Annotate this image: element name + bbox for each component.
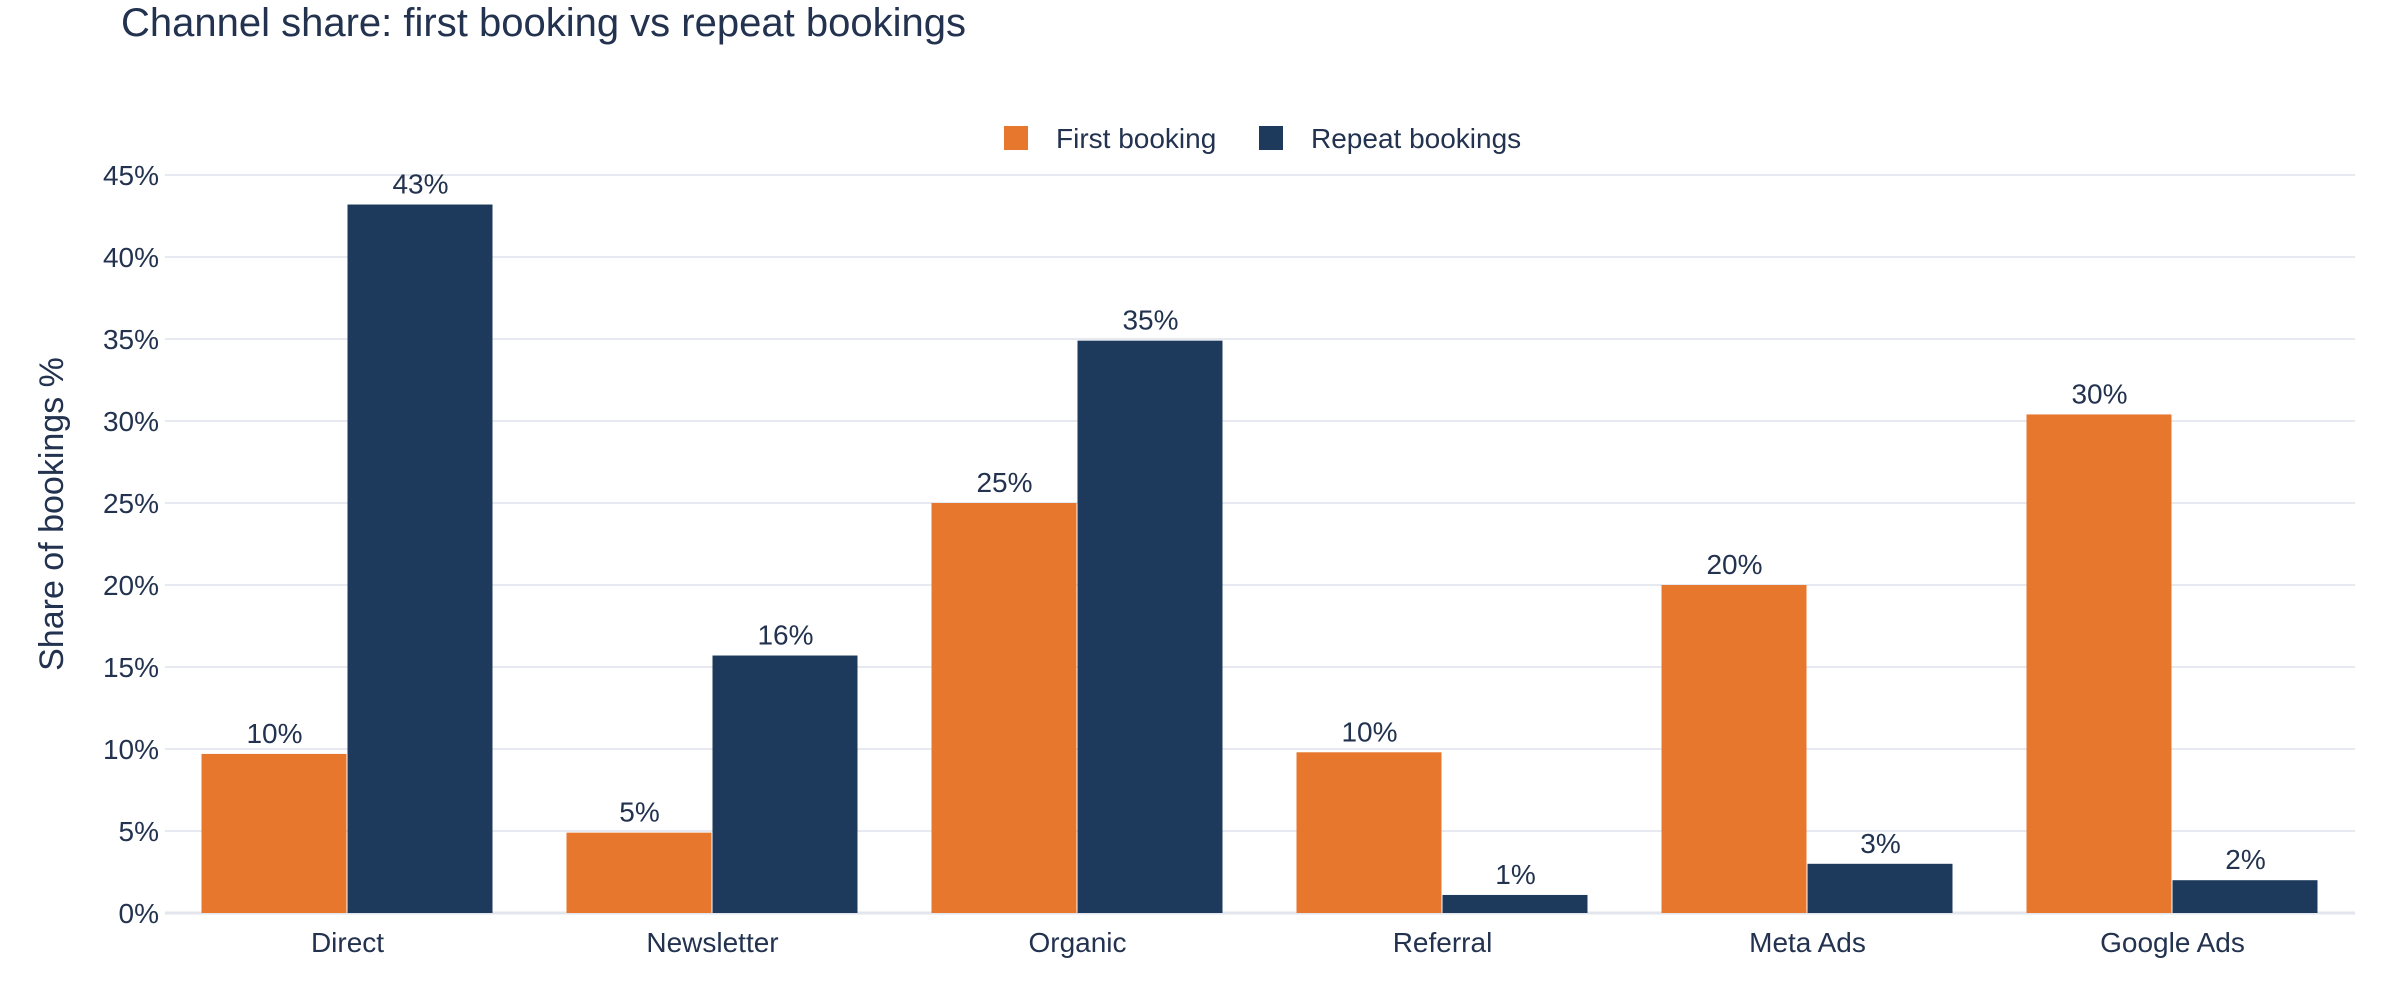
legend: First booking Repeat bookings: [1004, 123, 1521, 154]
data-labels: 10% 43% 5% 16% 25% 35% 10% 1% 20% 3% 30% 2%: [246, 169, 2265, 890]
y-tick-label: 40%: [103, 242, 159, 273]
data-label: 35%: [1122, 305, 1178, 336]
bar-meta-ads-first-booking: [1661, 585, 1807, 913]
bar-newsletter-repeat-bookings: [712, 655, 858, 913]
legend-label: First booking: [1056, 123, 1216, 154]
legend-label: Repeat bookings: [1311, 123, 1521, 154]
bars: [201, 204, 2318, 913]
x-tick-label: Referral: [1393, 927, 1493, 958]
y-tick-label: 20%: [103, 570, 159, 601]
bar-google-ads-first-booking: [2026, 414, 2172, 913]
bar-organic-first-booking: [931, 503, 1077, 913]
bar-direct-first-booking: [201, 753, 347, 913]
y-tick-label: 30%: [103, 406, 159, 437]
data-label: 43%: [392, 169, 448, 200]
y-axis-ticks: 0% 5% 10% 15% 20% 25% 30% 35% 40% 45%: [103, 160, 159, 929]
y-tick-label: 45%: [103, 160, 159, 191]
chart-title: Channel share: first booking vs repeat b…: [121, 1, 966, 45]
legend-item-first-booking[interactable]: First booking: [1004, 123, 1216, 154]
y-tick-label: 5%: [119, 816, 159, 847]
bar-referral-first-booking: [1296, 752, 1442, 913]
legend-swatch: [1004, 126, 1028, 150]
bar-referral-repeat-bookings: [1442, 894, 1588, 913]
data-label: 25%: [976, 467, 1032, 498]
data-label: 30%: [2071, 378, 2127, 409]
y-tick-label: 0%: [119, 898, 159, 929]
x-tick-label: Direct: [311, 927, 384, 958]
legend-item-repeat-bookings[interactable]: Repeat bookings: [1259, 123, 1521, 154]
x-tick-label: Meta Ads: [1749, 927, 1866, 958]
data-label: 10%: [1341, 716, 1397, 747]
data-label: 5%: [619, 797, 659, 828]
y-tick-label: 15%: [103, 652, 159, 683]
data-label: 20%: [1706, 549, 1762, 580]
x-tick-label: Newsletter: [646, 927, 778, 958]
x-tick-label: Google Ads: [2100, 927, 2245, 958]
data-label: 1%: [1495, 859, 1535, 890]
data-label: 10%: [246, 718, 302, 749]
y-tick-label: 10%: [103, 734, 159, 765]
gridlines: [165, 174, 2355, 915]
legend-swatch: [1259, 126, 1283, 150]
data-label: 2%: [2225, 844, 2265, 875]
bar-newsletter-first-booking: [566, 832, 712, 913]
data-label: 16%: [757, 620, 813, 651]
y-tick-label: 25%: [103, 488, 159, 519]
bar-google-ads-repeat-bookings: [2172, 880, 2318, 913]
x-tick-label: Organic: [1028, 927, 1126, 958]
y-axis-label: Share of bookings %: [33, 357, 71, 671]
bar-organic-repeat-bookings: [1077, 340, 1223, 913]
y-tick-label: 35%: [103, 324, 159, 355]
bar-meta-ads-repeat-bookings: [1807, 863, 1953, 913]
bar-direct-repeat-bookings: [347, 204, 493, 913]
x-axis-ticks: Direct Newsletter Organic Referral Meta Ads G…: [311, 927, 2245, 958]
data-label: 3%: [1860, 828, 1900, 859]
